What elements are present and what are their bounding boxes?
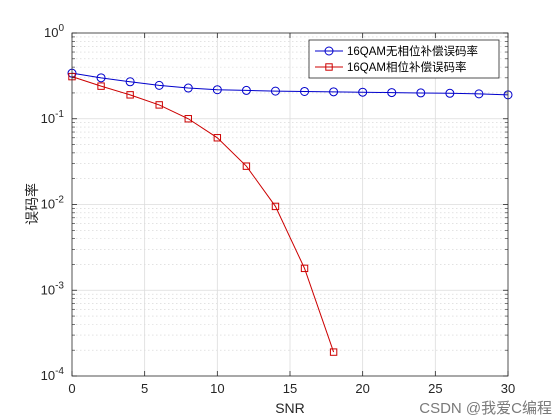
- y-tick-label: 10-2: [41, 195, 65, 212]
- data-point: [212, 85, 222, 95]
- data-point: [474, 89, 484, 99]
- data-point: [242, 162, 251, 170]
- x-tick-label: 20: [355, 381, 369, 396]
- y-tick-label: 10-4: [41, 366, 65, 383]
- data-point: [96, 73, 106, 83]
- data-point: [125, 77, 135, 87]
- legend-item: 16QAM无相位补偿误码率: [315, 44, 478, 58]
- data-point: [300, 86, 310, 96]
- data-point: [184, 115, 192, 123]
- data-point: [271, 202, 280, 211]
- legend-box: [308, 39, 500, 79]
- legend-label: 16QAM相位补偿误码率: [347, 60, 467, 74]
- data-point: [241, 85, 251, 95]
- y-axis-title: 误码率: [24, 183, 40, 225]
- legend-item: 16QAM相位补偿误码率: [315, 60, 467, 74]
- y-tick-label: 10-3: [41, 280, 65, 297]
- data-point: [183, 83, 193, 93]
- data-point: [358, 87, 368, 97]
- data-point: [154, 80, 164, 90]
- x-tick-labels: 0 5 10 15 20 25 30: [68, 381, 515, 396]
- series-line: [71, 72, 509, 96]
- x-tick-label: 5: [141, 381, 148, 396]
- x-axis-title: SNR: [275, 400, 305, 416]
- data-point: [387, 88, 397, 98]
- data-point: [126, 91, 134, 99]
- data-point: [97, 82, 105, 90]
- watermark: CSDN @我爱C编程: [419, 400, 552, 417]
- data-point: [329, 87, 339, 97]
- series-1: [67, 68, 513, 100]
- x-tick-label: 15: [283, 381, 297, 396]
- data-point: [213, 134, 222, 142]
- data-point: [155, 101, 163, 109]
- data-point: [445, 88, 455, 98]
- tick-marks: [71, 32, 509, 377]
- data-point: [329, 348, 338, 356]
- x-tick-label: 0: [68, 381, 75, 396]
- data-point: [416, 88, 426, 98]
- data-point: [270, 86, 280, 96]
- x-tick-label: 10: [210, 381, 224, 396]
- y-tick-label: 10-1: [41, 109, 65, 126]
- legend-label: 16QAM无相位补偿误码率: [347, 44, 478, 58]
- x-tick-label: 30: [501, 381, 515, 396]
- legend-marker: [324, 46, 334, 56]
- y-tick-labels: 10-4 10-3 10-2 10-1 100: [41, 23, 65, 383]
- data-point: [300, 264, 309, 273]
- series-layer: [67, 68, 513, 356]
- x-tick-label: 25: [428, 381, 442, 396]
- y-tick-label: 100: [44, 23, 64, 40]
- series-line: [71, 76, 335, 353]
- legend: 16QAM无相位补偿误码率 16QAM相位补偿误码率: [308, 39, 500, 79]
- legend-marker: [325, 63, 333, 71]
